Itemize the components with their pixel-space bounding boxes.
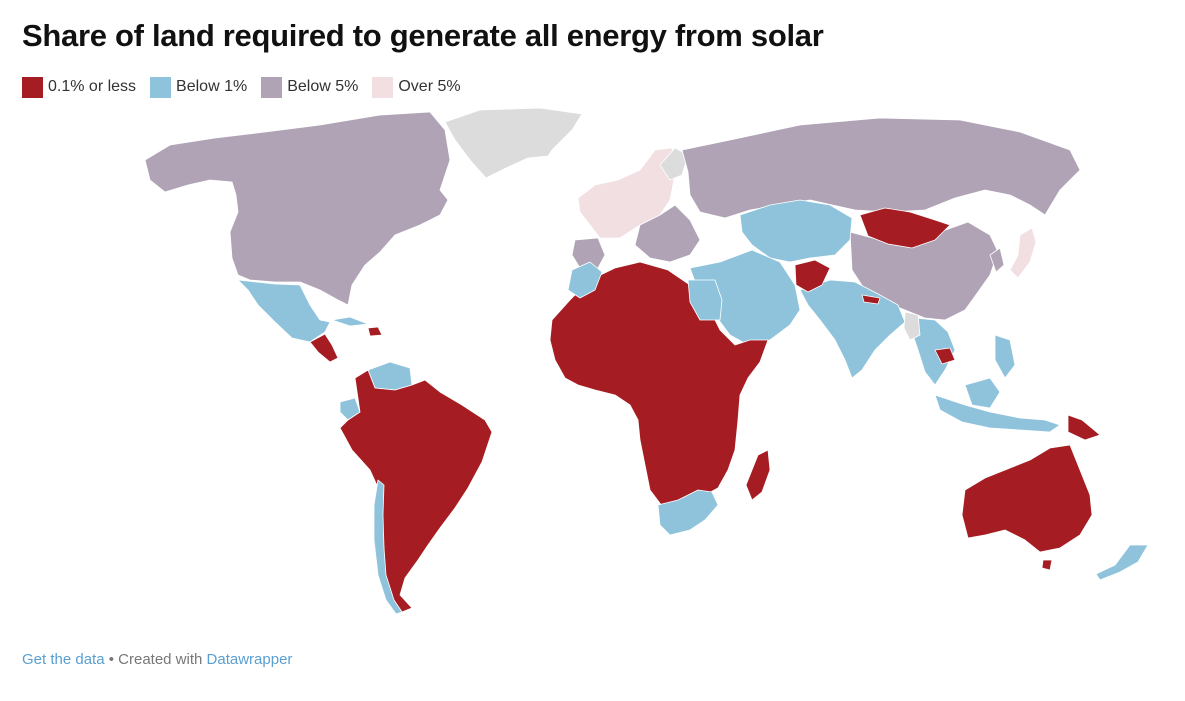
region-mexico[interactable]: [237, 279, 331, 343]
legend-item-mid: Below 5%: [261, 76, 359, 98]
region-myanmar[interactable]: [903, 311, 921, 341]
footer-credit-text: • Created with: [104, 651, 207, 668]
legend-swatch: [22, 76, 43, 98]
world-map: [0, 100, 1185, 625]
legend-swatch: [150, 76, 172, 98]
region-south-africa[interactable]: [657, 489, 719, 536]
legend-item-high: Over 5%: [372, 76, 461, 98]
region-central-asia[interactable]: [739, 199, 853, 263]
legend-swatch: [372, 76, 394, 98]
legend: 0.1% or less Below 1% Below 5% Over 5%: [22, 76, 461, 98]
region-borneo[interactable]: [964, 377, 1001, 409]
get-data-link[interactable]: Get the data: [22, 651, 105, 668]
legend-item-lowest: 0.1% or less: [22, 76, 137, 98]
region-nepal[interactable]: [861, 294, 881, 305]
region-papua-new-guinea[interactable]: [1067, 414, 1101, 441]
region-norway[interactable]: [659, 147, 689, 181]
datawrapper-link[interactable]: Datawrapper: [206, 651, 293, 668]
region-chile[interactable]: [373, 479, 403, 615]
region-africa[interactable]: [549, 261, 769, 511]
chart-title: Share of land required to generate all e…: [22, 18, 824, 53]
region-venezuela[interactable]: [367, 361, 413, 391]
region-egypt[interactable]: [687, 279, 723, 321]
region-cuba[interactable]: [331, 316, 369, 327]
region-new-zealand[interactable]: [1095, 544, 1149, 581]
region-japan[interactable]: [1009, 227, 1037, 279]
region-russia[interactable]: [681, 117, 1081, 219]
region-southeast-asia[interactable]: [911, 317, 956, 386]
region-western-europe[interactable]: [577, 147, 676, 239]
region-indonesia[interactable]: [934, 394, 1061, 433]
region-iberia[interactable]: [571, 237, 606, 269]
region-cambodia[interactable]: [934, 347, 956, 365]
legend-label: Below 5%: [287, 78, 359, 95]
region-haiti[interactable]: [367, 326, 383, 337]
region-morocco[interactable]: [567, 261, 603, 299]
legend-label: 0.1% or less: [48, 78, 137, 95]
region-central-america[interactable]: [309, 333, 339, 363]
region-eastern-europe[interactable]: [634, 204, 701, 263]
legend-label: Below 1%: [176, 78, 248, 95]
region-south-america[interactable]: [339, 369, 493, 613]
legend-swatch: [261, 76, 283, 98]
region-australia[interactable]: [961, 444, 1093, 553]
legend-label: Over 5%: [398, 78, 461, 95]
region-korea[interactable]: [989, 247, 1005, 273]
region-mongolia[interactable]: [859, 207, 951, 249]
region-greenland[interactable]: [444, 107, 583, 179]
region-madagascar[interactable]: [745, 449, 771, 501]
region-philippines[interactable]: [994, 334, 1016, 379]
region-tasmania[interactable]: [1041, 559, 1053, 571]
legend-item-low: Below 1%: [150, 76, 248, 98]
region-south-asia[interactable]: [799, 279, 906, 379]
footer: Get the data • Created with Datawrapper: [22, 651, 292, 668]
region-afghanistan[interactable]: [794, 259, 831, 293]
region-north-america[interactable]: [144, 111, 451, 306]
